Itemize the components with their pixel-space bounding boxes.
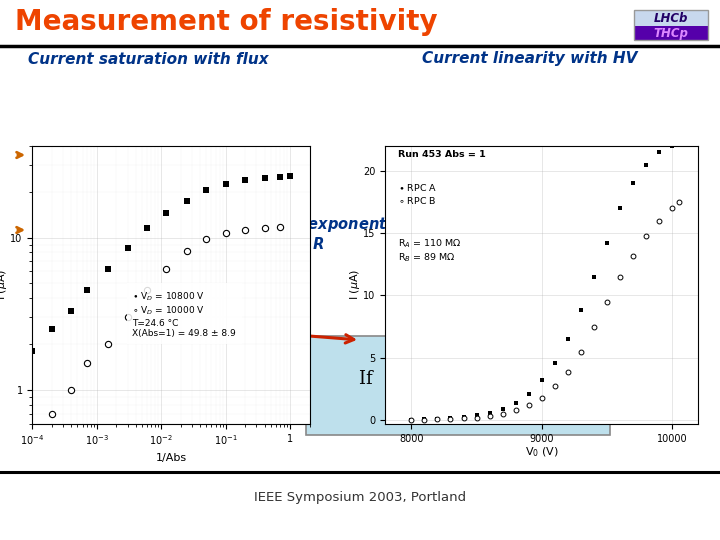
Text: IEEE Symposium 2003, Portland: IEEE Symposium 2003, Portland bbox=[254, 491, 466, 504]
FancyBboxPatch shape bbox=[634, 10, 708, 40]
Text: Current saturation with flux: Current saturation with flux bbox=[27, 51, 269, 66]
Text: Run 453 Abs = 1: Run 453 Abs = 1 bbox=[397, 150, 485, 159]
Text: $\bullet$ V$_D$ = 10800 V
$\circ$ V$_D$ = 10000 V
T=24.6 °C
X(Abs=1) = 49.8 ± 8.: $\bullet$ V$_D$ = 10800 V $\circ$ V$_D$ … bbox=[132, 291, 236, 338]
FancyArrowPatch shape bbox=[516, 330, 565, 342]
FancyBboxPatch shape bbox=[306, 336, 610, 435]
FancyBboxPatch shape bbox=[634, 26, 708, 40]
Text: Prediction of the model:: Prediction of the model: bbox=[32, 147, 231, 163]
Y-axis label: I ($\mu$A): I ($\mu$A) bbox=[348, 269, 361, 300]
Text: Measurement of resistivity: Measurement of resistivity bbox=[15, 8, 438, 36]
Text: on the temperature through R: on the temperature through R bbox=[75, 238, 325, 253]
Text: LHCb: LHCb bbox=[654, 12, 688, 25]
Text: If   $\Phi\rightarrow\infty$   $\Rightarrow$   $R=\dfrac{\Delta V}{\Delta I}$: If $\Phi\rightarrow\infty$ $\Rightarrow$… bbox=[358, 363, 559, 399]
X-axis label: 1/Abs: 1/Abs bbox=[156, 453, 186, 463]
Text: R$_A$ = 110 M$\Omega$
R$_B$ = 89 M$\Omega$: R$_A$ = 110 M$\Omega$ R$_B$ = 89 M$\Omeg… bbox=[397, 238, 462, 265]
X-axis label: V$_0$ (V): V$_0$ (V) bbox=[525, 445, 559, 458]
Text: Current linearity with HV: Current linearity with HV bbox=[423, 51, 638, 66]
Text: THCp: THCp bbox=[654, 26, 688, 39]
Text: For fixed V$_0$ the current depends exponentially: For fixed V$_0$ the current depends expo… bbox=[32, 214, 423, 233]
Y-axis label: I ($\mu$A): I ($\mu$A) bbox=[0, 269, 9, 300]
Text: $\bullet$ RPC A
$\circ$ RPC B: $\bullet$ RPC A $\circ$ RPC B bbox=[397, 182, 437, 206]
FancyArrowPatch shape bbox=[235, 330, 354, 343]
